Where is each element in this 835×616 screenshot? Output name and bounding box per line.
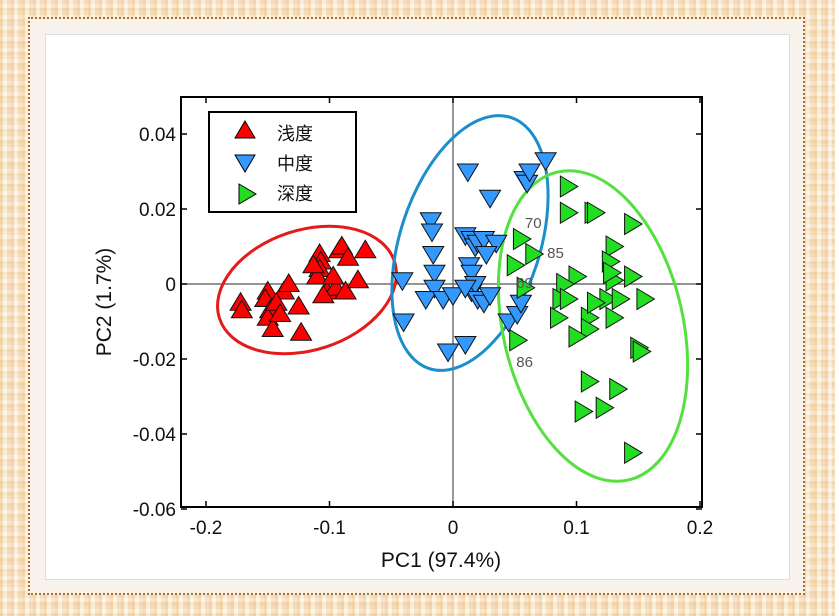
data-point-triangle-right-icon	[568, 325, 588, 348]
data-point-triangle-down-icon	[392, 313, 415, 333]
data-point-triangle-down-icon	[419, 212, 443, 232]
data-point-triangle-right-icon	[595, 396, 615, 420]
data-point-triangle-down-icon	[474, 246, 498, 265]
point-annotations: 70 85 69 86	[516, 215, 564, 371]
data-point-triangle-right-icon	[506, 253, 526, 277]
triangle-up-icon	[234, 120, 256, 139]
data-point-triangle-down-icon	[478, 189, 502, 209]
data-point-triangle-right-icon	[599, 287, 619, 311]
data-point-triangle-down-icon	[453, 279, 477, 299]
data-point-triangle-up-icon	[287, 295, 311, 315]
data-point-triangle-up-icon	[289, 321, 313, 341]
data-point-triangle-right-icon	[549, 306, 569, 330]
data-point-triangle-down-icon	[484, 234, 508, 254]
point-label: 70	[525, 215, 542, 232]
confidence-ellipse	[496, 169, 690, 483]
y-tick-label: -0.04	[133, 425, 177, 446]
data-point-triangle-right-icon	[603, 261, 623, 285]
data-point-triangle-up-icon	[311, 284, 335, 304]
data-point-triangle-up-icon	[353, 239, 377, 259]
data-point-triangle-right-icon	[624, 441, 644, 465]
data-point-triangle-down-icon	[453, 336, 477, 355]
data-point-triangle-right-icon	[516, 276, 536, 300]
data-point-triangle-right-icon	[587, 201, 606, 225]
confidence-ellipse	[390, 114, 550, 372]
data-point-triangle-right-icon	[636, 287, 656, 311]
data-point-triangle-down-icon	[414, 291, 438, 310]
data-point-triangle-right-icon	[512, 227, 532, 251]
data-point-triangle-down-icon	[460, 264, 483, 284]
plot-frame	[180, 96, 703, 508]
data-point-triangle-down-icon	[518, 163, 541, 183]
data-point-triangle-right-icon	[611, 287, 631, 311]
data-point-triangle-right-icon	[624, 265, 644, 288]
x-tick-label: -0.1	[313, 518, 346, 539]
x-tick-label: 0.2	[687, 518, 713, 539]
data-point-triangle-up-icon	[302, 254, 325, 274]
data-point-triangle-right-icon	[605, 235, 625, 258]
data-point-triangle-right-icon	[559, 201, 579, 225]
data-point-triangle-down-icon	[534, 152, 558, 172]
legend-box	[208, 111, 357, 213]
x-tick-label: -0.2	[190, 518, 223, 539]
legend-label: 深度	[277, 184, 313, 205]
legend-item-medium: 中度	[234, 154, 313, 175]
data-point-triangle-up-icon	[321, 265, 345, 285]
point-label: 69	[516, 275, 533, 292]
legend-item-shallow: 浅度	[234, 120, 313, 145]
data-point-triangle-right-icon	[632, 340, 652, 363]
axis-ticks: -0.2 -0.1 0 0.1 0.2 0.04 0.02 0 -0.02 -0.04 -0.06	[133, 97, 713, 539]
point-label: 86	[516, 354, 533, 371]
data-point-triangle-right-icon	[568, 265, 588, 288]
y-tick-label: 0	[165, 275, 176, 296]
y-tick-label: -0.06	[133, 500, 176, 521]
data-point-triangle-right-icon	[509, 328, 529, 352]
data-point-triangle-up-icon	[268, 303, 292, 322]
x-axis-label: PC1 (97.4%)	[381, 549, 501, 572]
data-point-triangle-right-icon	[580, 370, 600, 393]
triangle-down-icon	[234, 154, 256, 173]
data-point-triangle-right-icon	[574, 400, 594, 423]
data-point-triangle-down-icon	[441, 287, 465, 307]
point-label: 85	[547, 245, 564, 262]
data-point-triangle-up-icon	[261, 318, 285, 337]
data-point-triangle-right-icon	[605, 306, 625, 330]
x-tick-label: 0	[448, 518, 459, 539]
data-point-triangle-right-icon	[525, 242, 545, 266]
data-point-triangle-down-icon	[390, 272, 414, 292]
data-point-triangle-up-icon	[346, 269, 370, 289]
legend-label: 浅度	[277, 124, 313, 145]
data-point-triangle-down-icon	[421, 246, 445, 265]
data-point-triangle-up-icon	[334, 280, 357, 300]
data-point-triangle-down-icon	[478, 287, 502, 307]
confidence-ellipses	[216, 114, 690, 483]
data-point-triangle-down-icon	[456, 163, 480, 183]
data-point-triangle-down-icon	[420, 223, 444, 243]
legend: 浅度 中度 深度	[208, 111, 357, 213]
y-tick-label: 0.02	[139, 200, 176, 221]
triangle-right-icon	[238, 183, 257, 205]
data-point-triangle-right-icon	[609, 377, 629, 401]
data-point-triangle-right-icon	[559, 287, 579, 311]
x-tick-label: 0.1	[563, 518, 589, 539]
data-point-triangle-right-icon	[559, 175, 579, 198]
data-point-triangle-right-icon	[624, 212, 644, 236]
y-axis-label: PC2 (1.7%)	[93, 248, 116, 357]
data-point-triangle-right-icon	[580, 317, 600, 341]
data-points	[229, 152, 656, 465]
data-point-triangle-down-icon	[423, 264, 446, 284]
legend-item-deep: 深度	[238, 183, 313, 205]
data-point-triangle-up-icon	[230, 299, 254, 319]
y-tick-label: 0.04	[139, 125, 176, 146]
data-point-triangle-down-icon	[436, 343, 460, 363]
legend-label: 中度	[277, 154, 313, 175]
data-point-triangle-down-icon	[423, 279, 446, 299]
data-point-triangle-right-icon	[587, 291, 606, 315]
y-tick-label: -0.02	[133, 350, 176, 371]
data-point-triangle-up-icon	[336, 246, 360, 266]
data-point-triangle-up-icon	[277, 273, 301, 292]
data-point-triangle-up-icon	[305, 265, 329, 285]
